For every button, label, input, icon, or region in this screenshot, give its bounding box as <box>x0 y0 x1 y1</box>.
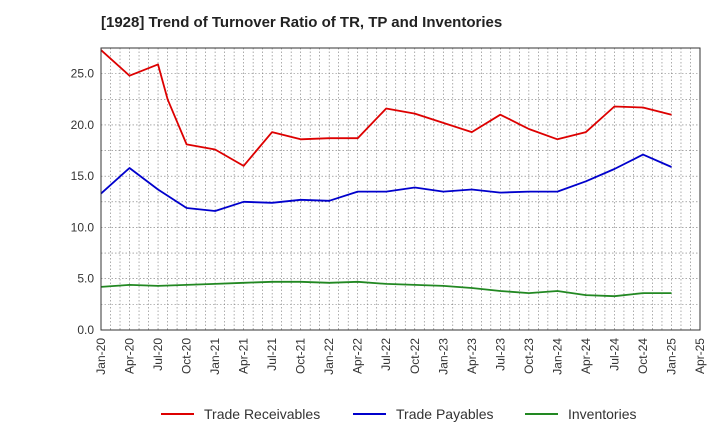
x-tick-label: Jan-25 <box>664 338 678 375</box>
x-tick-label: Jan-22 <box>322 338 336 375</box>
series-line-2 <box>100 153 672 212</box>
legend-label: Trade Payables <box>396 406 494 422</box>
axis-layer: 0.0 5.0 10.0 15.0 20.0 25.0 Jan-20 Apr-20 Jul-20… <box>71 47 707 375</box>
legend-label: Inventories <box>568 406 636 422</box>
x-tick-label: Apr-25 <box>693 338 707 374</box>
x-tick-label: Oct-21 <box>294 338 308 374</box>
x-tick-label: Apr-24 <box>579 338 593 374</box>
grid-layer <box>100 48 701 330</box>
x-tick-label: Jan-23 <box>436 338 450 375</box>
x-tick-label: Oct-24 <box>636 338 650 374</box>
y-tick-label: 10.0 <box>71 220 95 234</box>
plot-frame <box>100 47 701 331</box>
x-tick-label: Oct-22 <box>408 338 422 374</box>
legend: Trade Receivables Trade Payables Inventori… <box>161 406 636 422</box>
y-tick-label: 15.0 <box>71 169 95 183</box>
x-tick-label: Jul-23 <box>493 338 507 371</box>
y-tick-label: 20.0 <box>71 118 95 132</box>
x-tick-label: Jul-22 <box>379 338 393 371</box>
x-tick-label: Jul-24 <box>607 338 621 371</box>
x-tick-label: Apr-20 <box>123 338 137 374</box>
chart-title: [1928] Trend of Turnover Ratio of TR, TP… <box>101 14 503 31</box>
x-tick-label: Oct-23 <box>522 338 536 374</box>
y-tick-label: 0.0 <box>77 323 94 337</box>
x-tick-label: Jul-20 <box>151 338 165 371</box>
x-tick-label: Apr-22 <box>351 338 365 374</box>
x-tick-label: Apr-21 <box>237 338 251 374</box>
x-tick-label: Oct-20 <box>180 338 194 374</box>
x-tick-label: Jan-21 <box>208 338 222 375</box>
x-tick-label: Jul-21 <box>265 338 279 371</box>
y-tick-label: 25.0 <box>71 67 95 81</box>
legend-label: Trade Receivables <box>204 406 320 422</box>
series-line-3 <box>100 280 672 298</box>
y-tick-label: 5.0 <box>77 272 94 286</box>
x-tick-label: Jan-24 <box>550 338 564 375</box>
series-layer <box>100 49 672 298</box>
x-tick-label: Jan-20 <box>94 338 108 375</box>
series-line-1 <box>100 49 672 167</box>
x-tick-label: Apr-23 <box>465 338 479 374</box>
